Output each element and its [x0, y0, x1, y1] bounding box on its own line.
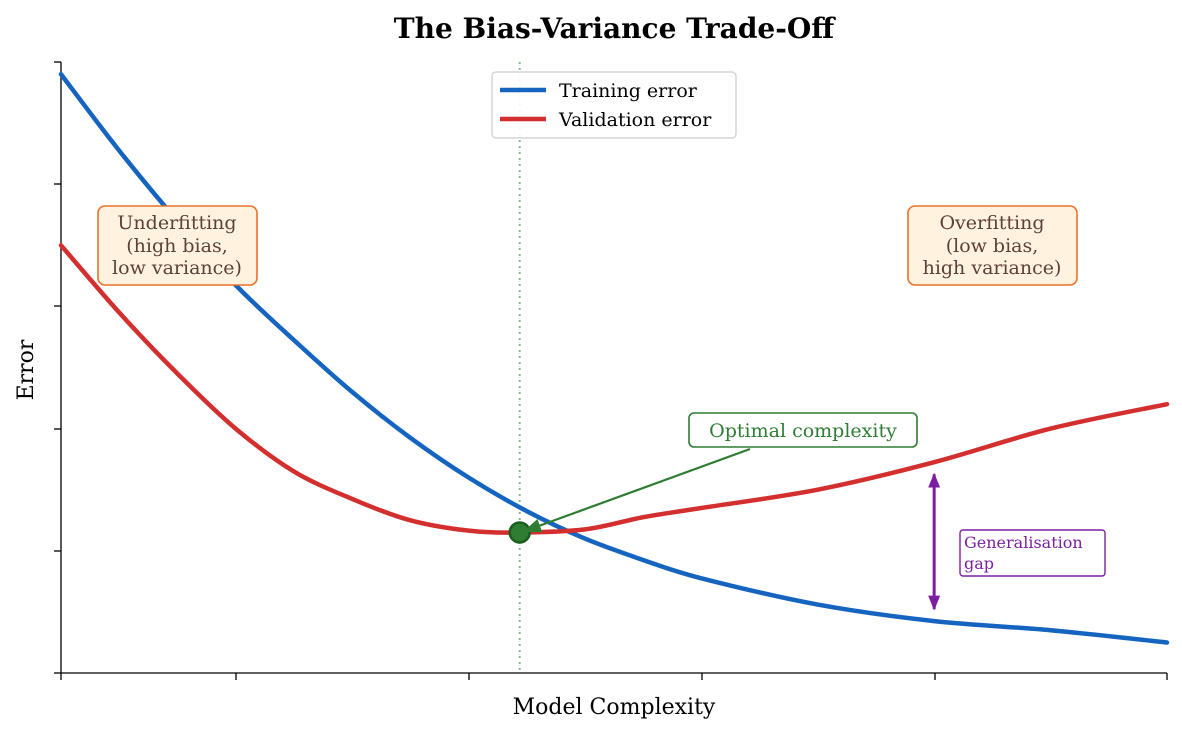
- axes: [54, 61, 1168, 680]
- underfitting-box: [97, 205, 258, 286]
- overfitting-line-1: Overfitting: [939, 212, 1044, 234]
- gap-label-line-2: gap: [964, 554, 994, 573]
- optimal-label: Optimal complexity: [709, 420, 897, 442]
- optimal-point-marker: [508, 521, 531, 544]
- underfitting-line-3: low variance): [112, 257, 242, 279]
- underfitting-line-1: Underfitting: [117, 212, 236, 234]
- legend-label-validation: Validation error: [558, 109, 712, 131]
- legend-label-training: Training error: [559, 80, 698, 102]
- optimal-arrow: [523, 447, 751, 533]
- optimal-label-box: [688, 412, 918, 448]
- gap-label-line-1: Generalisation: [964, 533, 1083, 552]
- legend: Training error Validation error: [491, 71, 737, 139]
- legend-box: [491, 71, 737, 139]
- gap-label-box: [959, 529, 1106, 577]
- y-axis-label: Error: [14, 339, 39, 400]
- underfitting-line-2: (high bias,: [126, 235, 228, 257]
- x-ticks: [60, 673, 1168, 680]
- overfitting-box: [907, 205, 1078, 286]
- y-ticks: [54, 61, 61, 674]
- overfitting-line-3: high variance): [923, 257, 1062, 279]
- x-axis-label: Model Complexity: [513, 695, 716, 720]
- chart-title: The Bias-Variance Trade-Off: [394, 12, 836, 45]
- validation-error-line: [58, 243, 1170, 535]
- overfitting-line-2: (low bias,: [946, 235, 1039, 257]
